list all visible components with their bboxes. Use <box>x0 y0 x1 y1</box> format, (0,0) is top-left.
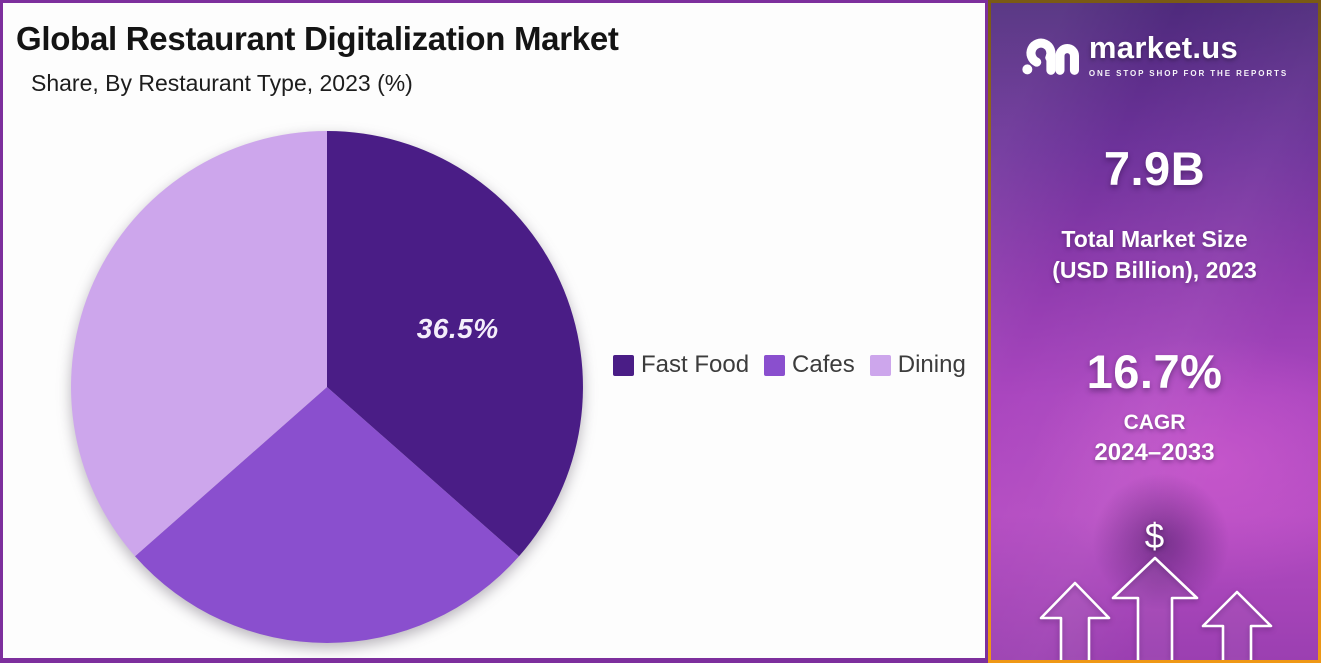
market-size-value: 7.9B <box>1103 142 1206 195</box>
legend-swatch <box>613 354 634 376</box>
dollar-icon: $ <box>1144 517 1165 556</box>
page-title: Global Restaurant Digitalization Market <box>16 20 619 57</box>
cagr-caption: CAGR 2024–2033 <box>1094 411 1214 467</box>
pie-slice-label: 36.5% <box>417 313 499 344</box>
cagr-caption-line2: 2024–2033 <box>1094 439 1215 467</box>
pie-slice-fast-food <box>327 131 583 557</box>
market-us-logo-icon <box>1022 38 1079 75</box>
brand-tagline: ONE STOP SHOP FOR THE REPORTS <box>1088 69 1289 78</box>
page-subtitle: Share, By Restaurant Type, 2023 (%) <box>31 70 413 96</box>
legend-label: Fast Food <box>641 351 750 378</box>
brand-text-block: market.us ONE STOP SHOP FOR THE REPORTS <box>1089 30 1288 78</box>
growth-arrows-icon <box>1039 556 1272 660</box>
brand-name: market.us <box>1088 30 1239 65</box>
market-size-caption-line1: Total Market Size <box>1061 226 1248 252</box>
legend-label: Cafes <box>792 351 855 378</box>
legend-item-cafes: Cafes <box>764 351 855 379</box>
legend-item-fast-food: Fast Food <box>613 351 749 379</box>
legend-swatch <box>764 354 786 376</box>
market-size-caption: Total Market Size (USD Billion), 2023 <box>1052 224 1256 286</box>
legend-swatch <box>869 354 891 376</box>
chart-panel: Global Restaurant Digitalization Market … <box>0 0 988 663</box>
brand-sidebar-content: market.us ONE STOP SHOP FOR THE REPORTS … <box>991 3 1318 660</box>
brand-sidebar: market.us ONE STOP SHOP FOR THE REPORTS … <box>988 0 1321 663</box>
chart-legend: Fast Food Cafes Dining <box>613 351 966 379</box>
cagr-caption-line1: CAGR <box>1123 411 1186 435</box>
brand-logo: market.us ONE STOP SHOP FOR THE REPORTS <box>1021 29 1288 79</box>
pie-slice-cafes <box>135 387 519 643</box>
legend-item-dining: Dining <box>869 351 966 379</box>
legend-label: Dining <box>897 351 966 378</box>
pie-chart: 36.5% <box>71 131 583 643</box>
pie-slice-dining <box>71 131 327 557</box>
cagr-value: 16.7% <box>1086 345 1223 399</box>
market-size-caption-line2: (USD Billion), 2023 <box>1052 257 1257 284</box>
